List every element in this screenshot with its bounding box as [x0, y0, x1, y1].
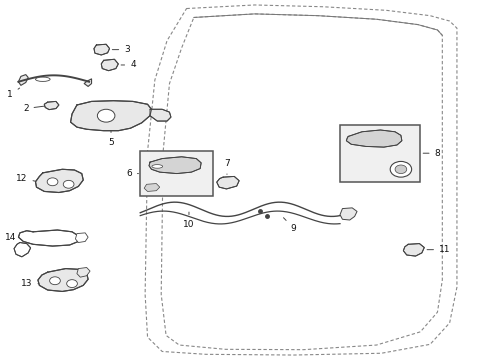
Circle shape	[395, 165, 407, 174]
Text: 7: 7	[224, 159, 230, 174]
Polygon shape	[35, 169, 83, 193]
Polygon shape	[44, 102, 59, 110]
Polygon shape	[144, 184, 160, 192]
Text: 14: 14	[4, 233, 22, 242]
Polygon shape	[84, 79, 92, 86]
Text: 4: 4	[121, 60, 136, 69]
Text: 3: 3	[112, 45, 130, 54]
Polygon shape	[346, 130, 402, 147]
Text: 12: 12	[16, 174, 40, 183]
Polygon shape	[403, 244, 424, 256]
Polygon shape	[217, 176, 239, 189]
FancyBboxPatch shape	[340, 125, 420, 182]
Text: 1: 1	[7, 88, 20, 99]
Polygon shape	[38, 269, 88, 292]
Text: 13: 13	[21, 279, 45, 288]
Circle shape	[390, 161, 412, 177]
Polygon shape	[14, 243, 30, 257]
Text: 8: 8	[423, 149, 441, 158]
Circle shape	[63, 180, 74, 188]
Ellipse shape	[152, 165, 163, 168]
Polygon shape	[101, 59, 118, 71]
Text: 10: 10	[183, 212, 195, 229]
Circle shape	[98, 109, 115, 122]
Text: 2: 2	[23, 104, 45, 113]
Text: 9: 9	[284, 218, 296, 233]
Circle shape	[47, 178, 58, 186]
FancyBboxPatch shape	[140, 152, 213, 196]
Polygon shape	[71, 101, 151, 131]
Polygon shape	[75, 233, 88, 243]
Polygon shape	[340, 208, 357, 220]
Ellipse shape	[35, 77, 50, 81]
Polygon shape	[94, 44, 110, 55]
Text: 6: 6	[126, 169, 139, 178]
Circle shape	[49, 277, 60, 285]
Polygon shape	[77, 267, 90, 277]
Text: 11: 11	[427, 245, 450, 254]
Polygon shape	[19, 230, 79, 246]
Circle shape	[67, 280, 77, 288]
Text: 5: 5	[108, 131, 114, 147]
Polygon shape	[19, 75, 28, 85]
Polygon shape	[149, 157, 201, 174]
Polygon shape	[150, 109, 171, 121]
